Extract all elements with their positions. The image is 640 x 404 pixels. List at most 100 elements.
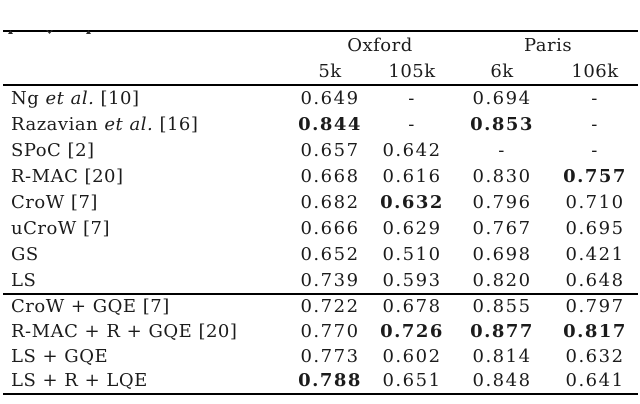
metric-cell: 0.695 [565, 218, 625, 240]
metric-cell: 0.814 [472, 345, 532, 367]
table-row: LS + GQE 0.773 0.602 0.814 0.632 [3, 344, 638, 369]
metric-cell: - [591, 113, 599, 135]
metric-cell: 0.629 [382, 218, 442, 240]
metric-cell: - [408, 113, 416, 135]
paper-results-table-figure: Oxford Paris 5k 105k 6k 106k Ng et al. [… [0, 30, 640, 404]
metric-cell: 0.773 [300, 345, 360, 367]
metric-cell: 0.421 [565, 244, 625, 266]
row-label-part: Razavian [11, 113, 105, 135]
row-label: CroW [7] [3, 189, 288, 215]
metric-cell: 0.632 [565, 345, 625, 367]
table-row: R-MAC + R + GQE [20] 0.770 0.726 0.877 0.817 [3, 319, 638, 344]
table-header: Oxford Paris 5k 105k 6k 106k [3, 31, 639, 85]
row-label-part: [10] [94, 88, 140, 110]
metric-cell: 0.698 [472, 244, 532, 266]
table-subheader-row: 5k 105k 6k 106k [3, 58, 638, 85]
metric-cell: 0.770 [300, 320, 360, 342]
metric-cell: 0.668 [300, 165, 360, 187]
column-header-oxford-5k: 5k [318, 60, 342, 82]
row-label-part: R-MAC + R + GQE [20] [11, 320, 238, 342]
row-label: GS [3, 242, 288, 268]
column-header-paris-106k: 106k [571, 60, 619, 82]
table-row: CroW + GQE [7] 0.722 0.678 0.855 0.797 [3, 294, 638, 319]
empty-header-cell [3, 58, 288, 85]
row-label-part: [16] [153, 113, 199, 135]
metric-cell: 0.666 [300, 218, 360, 240]
metric-cell: 0.797 [565, 296, 625, 318]
metric-cell: 0.510 [382, 244, 442, 266]
table-section-query-expansion-methods: CroW + GQE [7] 0.722 0.678 0.855 0.797 R-MAC … [3, 294, 638, 394]
metric-cell: 0.877 [470, 320, 534, 342]
metric-cell: 0.855 [472, 296, 532, 318]
table-row: LS 0.739 0.593 0.820 0.648 [3, 268, 638, 294]
cropped-text-fragment [8, 30, 13, 34]
row-label-part: uCroW [7] [11, 218, 111, 240]
metric-cell: 0.652 [300, 244, 360, 266]
metric-cell: 0.788 [298, 370, 362, 392]
metric-cell: 0.710 [565, 191, 625, 213]
metric-cell: 0.726 [380, 320, 444, 342]
column-header-paris-6k: 6k [490, 60, 514, 82]
table-row: SPoC [2] 0.657 0.642 - - [3, 137, 638, 163]
metric-cell: 0.593 [382, 269, 442, 291]
table-row: Razavian et al. [16] 0.844 - 0.853 - [3, 111, 638, 137]
row-label-part: LS + GQE [11, 345, 109, 367]
row-label: R-MAC [20] [3, 163, 288, 189]
empty-header-cell [3, 31, 288, 58]
metric-cell: 0.767 [472, 218, 532, 240]
table-row: GS 0.652 0.510 0.698 0.421 [3, 242, 638, 268]
metric-cell: 0.757 [563, 165, 627, 187]
row-label-italic-part: et al. [45, 88, 95, 110]
row-label: Razavian et al. [16] [3, 111, 288, 137]
column-group-paris: Paris [523, 34, 573, 56]
metric-cell: 0.817 [563, 320, 627, 342]
metric-cell: 0.602 [382, 345, 442, 367]
metric-cell: - [408, 88, 416, 110]
row-label-part: R-MAC [20] [11, 165, 124, 187]
metric-cell: 0.651 [382, 370, 442, 392]
results-table: Oxford Paris 5k 105k 6k 106k Ng et al. [… [3, 30, 639, 395]
row-label-part: GS [11, 244, 39, 266]
row-label-part: CroW [7] [11, 191, 98, 213]
row-label: LS + GQE [3, 344, 288, 369]
column-header-oxford-105k: 105k [388, 60, 436, 82]
metric-cell: 0.739 [300, 269, 360, 291]
table-row: LS + R + LQE 0.788 0.651 0.848 0.641 [3, 369, 638, 394]
metric-cell: 0.796 [472, 191, 532, 213]
metric-cell: 0.648 [565, 269, 625, 291]
metric-cell: - [591, 139, 599, 161]
table-row: R-MAC [20] 0.668 0.616 0.830 0.757 [3, 163, 638, 189]
metric-cell: 0.649 [300, 88, 360, 110]
table-row: uCroW [7] 0.666 0.629 0.767 0.695 [3, 215, 638, 241]
row-label: Ng et al. [10] [3, 85, 288, 111]
column-group-oxford: Oxford [347, 34, 413, 56]
row-label-part: Ng [11, 88, 46, 110]
metric-cell: 0.632 [380, 191, 444, 213]
metric-cell: 0.616 [382, 165, 442, 187]
row-label-part: LS [11, 269, 37, 291]
metric-cell: 0.853 [470, 113, 534, 135]
row-label: R-MAC + R + GQE [20] [3, 319, 288, 344]
metric-cell: 0.848 [472, 370, 532, 392]
metric-cell: 0.820 [472, 269, 532, 291]
row-label-part: CroW + GQE [7] [11, 296, 170, 318]
row-label-italic-part: et al. [104, 113, 154, 135]
row-label: LS [3, 268, 288, 294]
metric-cell: 0.830 [472, 165, 532, 187]
metric-cell: 0.657 [300, 139, 360, 161]
metric-cell: 0.844 [298, 113, 362, 135]
metric-cell: 0.682 [300, 191, 360, 213]
metric-cell: 0.641 [565, 370, 625, 392]
metric-cell: - [591, 88, 599, 110]
row-label: CroW + GQE [7] [3, 294, 288, 319]
table-section-base-methods: Ng et al. [10] 0.649-0.694- Razavian et al… [3, 85, 639, 294]
cropped-text-fragment [86, 30, 91, 34]
row-label-part: LS + R + LQE [11, 370, 148, 392]
metric-cell: 0.694 [472, 88, 532, 110]
row-label: LS + R + LQE [3, 369, 288, 394]
metric-cell: - [498, 139, 506, 161]
table-group-header-row: Oxford Paris [3, 31, 638, 58]
row-label: SPoC [2] [3, 137, 288, 163]
metric-cell: 0.642 [382, 139, 442, 161]
row-label-part: SPoC [2] [11, 139, 95, 161]
